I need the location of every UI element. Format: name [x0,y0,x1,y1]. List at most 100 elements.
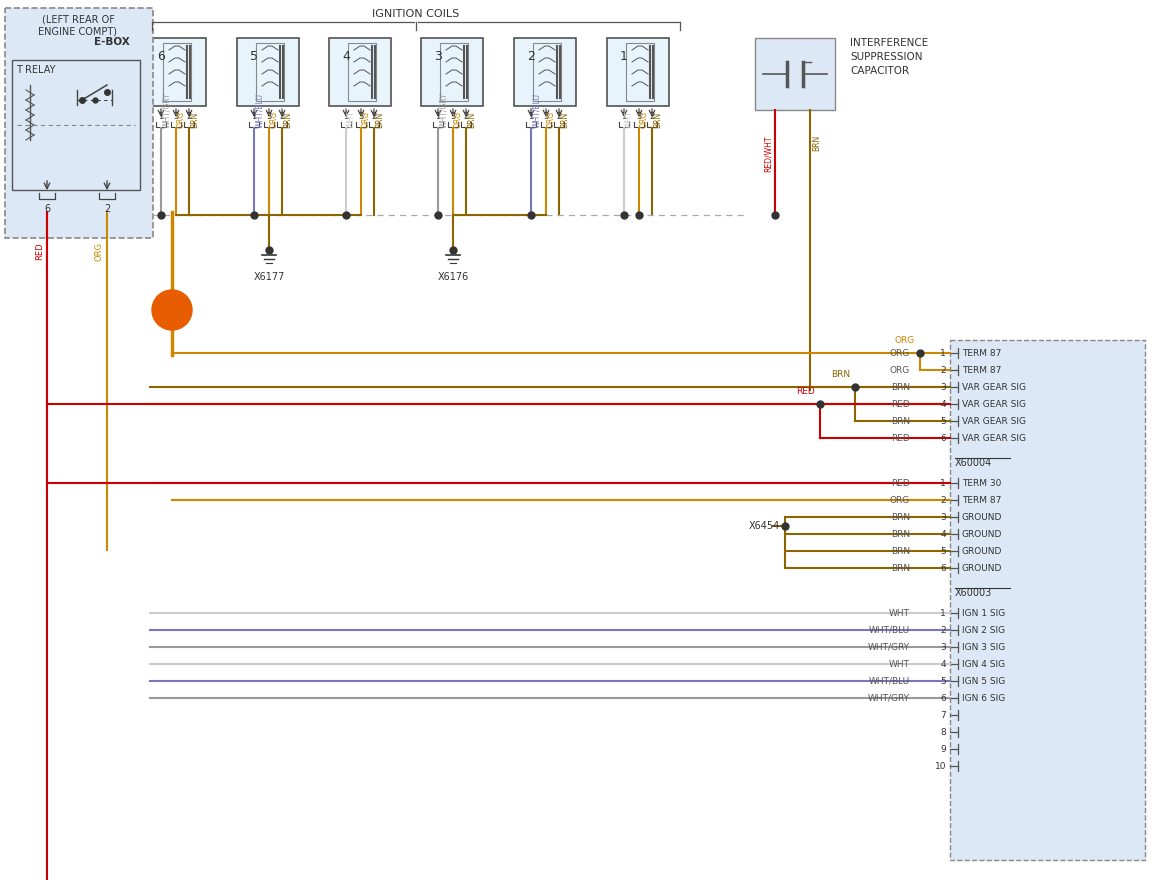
FancyBboxPatch shape [163,43,192,101]
Text: VAR GEAR SIG: VAR GEAR SIG [962,400,1026,408]
Text: 9: 9 [940,744,946,753]
Text: WHT/GRY: WHT/GRY [163,92,171,128]
Text: VAR GEAR SIG: VAR GEAR SIG [962,416,1026,426]
Text: 2: 2 [940,365,946,375]
Text: CAPACITOR: CAPACITOR [850,66,909,76]
Text: BRN: BRN [560,112,569,128]
Text: 2: 2 [527,50,535,63]
FancyBboxPatch shape [237,38,300,106]
Text: BRN: BRN [890,512,910,522]
Text: 6: 6 [940,563,946,573]
Text: ORG: ORG [640,111,649,128]
Text: ORG: ORG [889,365,910,375]
Text: 5: 5 [940,546,946,555]
Text: 6: 6 [940,693,946,702]
Text: 2: 2 [103,204,110,214]
FancyBboxPatch shape [626,43,654,101]
FancyBboxPatch shape [755,38,835,110]
Text: IGN 1 SIG: IGN 1 SIG [962,608,1005,618]
Text: 5: 5 [940,677,946,686]
Text: IGN 5 SIG: IGN 5 SIG [962,677,1005,686]
Text: BRN: BRN [890,563,910,573]
Text: ORG: ORG [454,111,463,128]
Text: RED: RED [35,242,44,260]
Text: 1: 1 [528,112,534,121]
Text: ORG: ORG [362,111,372,128]
Text: BRN: BRN [375,112,384,128]
Text: 4: 4 [342,50,349,63]
Text: ORG: ORG [889,495,910,504]
Text: BRN: BRN [890,383,910,392]
Text: INTERFERENCE: INTERFERENCE [850,38,929,48]
Text: 2: 2 [940,626,946,634]
Text: RED: RED [892,479,910,488]
Text: 6: 6 [44,204,50,214]
Text: WHT/BLU: WHT/BLU [532,93,541,128]
Text: X6177: X6177 [253,272,284,282]
Text: GROUND: GROUND [962,563,1002,573]
Text: BRN: BRN [890,546,910,555]
Text: BRN: BRN [283,112,293,128]
Text: 2: 2 [280,112,284,121]
Text: BRN: BRN [652,112,662,128]
Text: 7: 7 [940,710,946,720]
Text: 1: 1 [620,50,628,63]
Text: 3: 3 [940,512,946,522]
FancyBboxPatch shape [348,43,376,101]
Text: 3: 3 [940,383,946,392]
Text: 5: 5 [940,416,946,426]
Text: 2: 2 [463,112,469,121]
Text: TERM 87: TERM 87 [962,348,1002,357]
Text: 2: 2 [187,112,192,121]
Text: GROUND: GROUND [962,546,1002,555]
Text: BRN: BRN [890,416,910,426]
Text: 1: 1 [940,348,946,357]
Circle shape [152,290,192,330]
FancyBboxPatch shape [514,38,576,106]
Text: WHT/GRY: WHT/GRY [868,693,910,702]
Text: WHT/BLU: WHT/BLU [868,677,910,686]
Text: ORG: ORG [271,111,279,128]
Text: 3: 3 [450,112,455,121]
Text: TERM 87: TERM 87 [962,495,1002,504]
Text: 1: 1 [940,608,946,618]
Text: 8: 8 [940,728,946,737]
Text: IGN 4 SIG: IGN 4 SIG [962,659,1005,669]
Text: BRN: BRN [812,135,821,151]
Text: VAR GEAR SIG: VAR GEAR SIG [962,383,1026,392]
FancyBboxPatch shape [533,43,561,101]
Text: T RELAY: T RELAY [16,65,56,75]
Text: 4: 4 [940,659,946,669]
FancyBboxPatch shape [950,340,1145,860]
Text: GROUND: GROUND [962,512,1002,522]
Text: 3: 3 [359,112,363,121]
Text: 1: 1 [252,112,257,121]
Text: IGNITION COILS: IGNITION COILS [373,9,460,19]
Text: X6176: X6176 [438,272,469,282]
Text: WHT: WHT [889,659,910,669]
Text: 1: 1 [158,112,164,121]
Text: X6454: X6454 [749,520,780,531]
FancyBboxPatch shape [421,38,483,106]
FancyBboxPatch shape [607,38,669,106]
Text: RED: RED [796,387,815,396]
Text: 3: 3 [266,112,272,121]
Text: 6: 6 [157,50,165,63]
FancyBboxPatch shape [329,38,391,106]
Text: 1: 1 [344,112,348,121]
Text: E-BOX: E-BOX [94,37,130,47]
Text: WHT/BLU: WHT/BLU [868,626,910,634]
Text: X60003: X60003 [956,588,993,598]
Text: BRN: BRN [890,530,910,539]
Text: GROUND: GROUND [962,530,1002,539]
Text: WHT: WHT [625,110,634,128]
Text: IGN 3 SIG: IGN 3 SIG [962,642,1005,651]
Text: WHT/BLU: WHT/BLU [255,93,264,128]
Text: ORG: ORG [547,111,556,128]
Text: 3: 3 [940,642,946,651]
Text: 4: 4 [940,530,946,539]
Text: BRN: BRN [831,370,850,379]
Text: BRN: BRN [190,112,199,128]
Text: 4: 4 [940,400,946,408]
Text: WHT: WHT [889,608,910,618]
